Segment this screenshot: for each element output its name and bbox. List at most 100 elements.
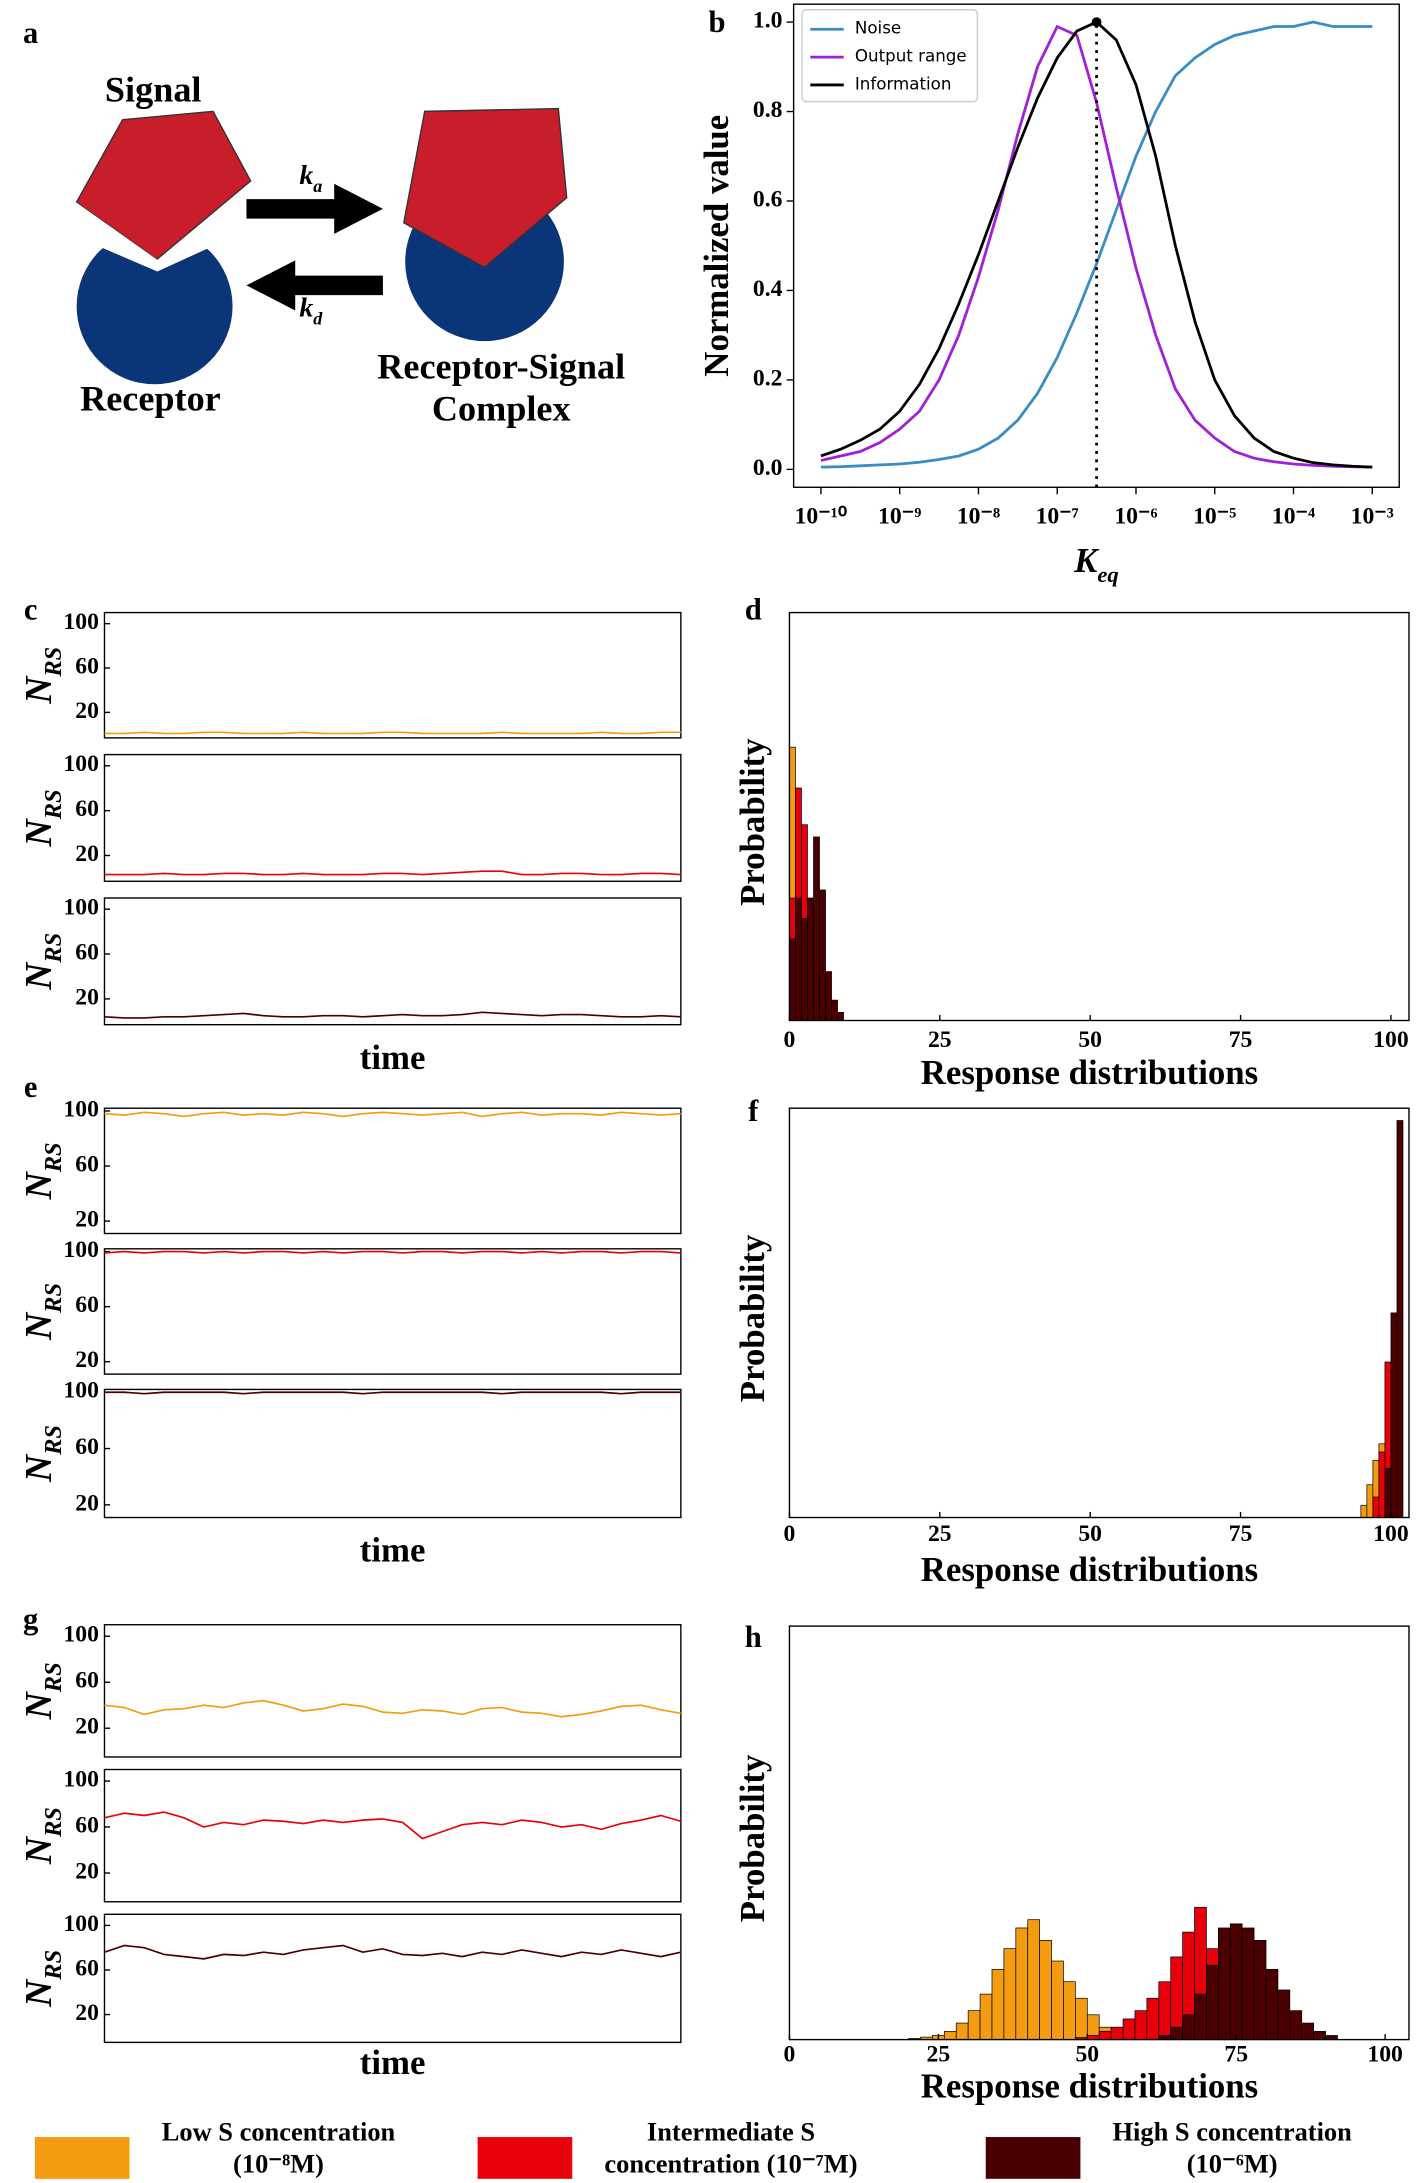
x-tick-label: 100 — [1373, 1521, 1408, 1547]
histogram-bar — [943, 2030, 957, 2040]
histogram-bar — [1098, 2030, 1112, 2040]
histogram-bar — [1075, 1997, 1088, 2040]
time-series-line — [104, 1944, 682, 1960]
y-tick-label: 20 — [75, 1207, 99, 1233]
y-tick-label: 60 — [75, 1434, 99, 1460]
histogram-bar — [1253, 1940, 1267, 2040]
peak-marker — [1091, 17, 1102, 27]
x-tick-label: 0 — [784, 2042, 796, 2068]
y-tick-label: 0.6 — [753, 186, 783, 212]
legend-label: Intermediate S — [647, 2116, 815, 2146]
histogram-bar — [1194, 1993, 1207, 2040]
rate-subscript: a — [313, 176, 322, 196]
histogram-bar — [813, 836, 820, 1021]
y-tick-label: 20 — [75, 1858, 99, 1884]
histogram-bar — [1396, 1120, 1404, 1518]
y-axis-label: NRS — [18, 1283, 66, 1341]
histogram-bar — [1003, 1948, 1017, 2040]
y-tick-label: 20 — [75, 984, 99, 1010]
histogram-bar — [1265, 1968, 1279, 2040]
time-series-line — [104, 1811, 682, 1840]
histogram-bar — [789, 938, 796, 1021]
y-axis-label: Probability — [733, 1234, 772, 1402]
histogram-bar — [825, 971, 832, 1021]
x-tick-label: 100 — [1373, 1027, 1408, 1053]
y-tick-label: 100 — [63, 1911, 98, 1937]
y-axis-label: NRS — [18, 1662, 66, 1720]
x-tick-label: 75 — [1229, 1027, 1253, 1053]
y-axis-label: NRS — [18, 1807, 66, 1865]
y-tick-label: 100 — [63, 1766, 98, 1792]
y-axis-label: NRS — [18, 933, 66, 991]
y-tick-label: 60 — [75, 1292, 99, 1318]
y-axis-label-sub: RS — [40, 647, 67, 678]
legend-swatch — [477, 2137, 573, 2179]
x-tick-label: 25 — [927, 2042, 951, 2068]
histogram-bar — [1063, 1981, 1076, 2040]
y-tick-label: 20 — [75, 841, 99, 867]
y-axis-label: Normalized value — [697, 115, 736, 377]
x-tick-label: 10⁻⁴ — [1272, 503, 1315, 529]
histogram-bar — [955, 2022, 969, 2040]
subplot-frame — [103, 753, 682, 882]
y-axis-label-main: N — [18, 961, 59, 991]
x-axis-label: Response distributions — [921, 1550, 1258, 1589]
x-tick-label: 10⁻⁶ — [1114, 503, 1157, 529]
y-axis-label-sub: RS — [40, 1425, 67, 1456]
signal-label: Signal — [105, 70, 202, 110]
x-tick-label: 0 — [784, 1027, 796, 1053]
time-series-line — [104, 1250, 681, 1254]
x-tick-label: 10⁻¹⁰ — [795, 503, 848, 529]
panel-letter: g — [23, 1602, 38, 1636]
time-series-line — [104, 731, 681, 735]
y-axis-label-main: N — [18, 675, 59, 705]
y-tick-label: 1.0 — [753, 8, 783, 34]
histogram-bar — [1146, 1997, 1160, 2040]
receptor-label: Receptor — [80, 379, 221, 419]
x-tick-label: 10⁻⁵ — [1193, 503, 1236, 529]
diagram: a Signal Receptor ka kd Receptor-Signal … — [23, 16, 625, 428]
histogram-bar — [1390, 1312, 1398, 1518]
y-axis-label: NRS — [18, 789, 66, 847]
y-axis-label-sub: RS — [40, 1950, 67, 1981]
panel-letter: a — [23, 16, 38, 50]
histogram-bar — [1015, 1927, 1029, 2040]
subplot-frame — [103, 1388, 682, 1519]
y-axis-label-main: N — [18, 1835, 59, 1865]
legend-label: Noise — [855, 18, 901, 38]
plot-frame — [788, 1107, 1410, 1519]
plot-frame — [788, 611, 1410, 1022]
rate-symbol: k — [299, 293, 313, 324]
y-axis-label-sub: RS — [40, 1142, 67, 1173]
histogram-bar — [1122, 2018, 1136, 2040]
subplot-frame — [103, 897, 682, 1026]
panel-letter: d — [745, 593, 762, 627]
series-line — [820, 20, 1373, 469]
y-tick-label: 20 — [75, 2000, 99, 2026]
time-series-line — [104, 1011, 681, 1019]
y-tick-label: 60 — [75, 1668, 99, 1694]
y-tick-label: 60 — [75, 796, 99, 822]
rate-kd: kd — [299, 293, 323, 329]
y-tick-label: 20 — [75, 1490, 99, 1516]
y-axis-label-main: N — [18, 1170, 59, 1200]
rate-ka: ka — [299, 161, 322, 197]
y-axis-label-sub: RS — [40, 789, 67, 820]
histogram-bar — [1378, 1451, 1386, 1518]
subplot-frame — [103, 1913, 682, 2044]
histogram-bar — [1182, 2014, 1195, 2040]
time-series-line — [104, 1699, 681, 1718]
x-tick-label: 10⁻⁷ — [1036, 503, 1079, 529]
histogram-bar — [1218, 1927, 1231, 2040]
panel-letter: h — [745, 1620, 762, 1654]
histogram-bar — [1384, 1468, 1392, 1518]
histogram-bar — [991, 1968, 1005, 2040]
y-axis-label-main: N — [18, 1311, 59, 1341]
histogram-bar — [1170, 2026, 1183, 2040]
x-tick-label: 75 — [1229, 1521, 1253, 1547]
x-tick-label: 10⁻³ — [1351, 503, 1394, 529]
complex-label: Receptor-Signal — [377, 347, 625, 387]
legend-label: High S concentration — [1112, 2116, 1352, 2146]
x-tick-label: 0 — [784, 1521, 796, 1547]
